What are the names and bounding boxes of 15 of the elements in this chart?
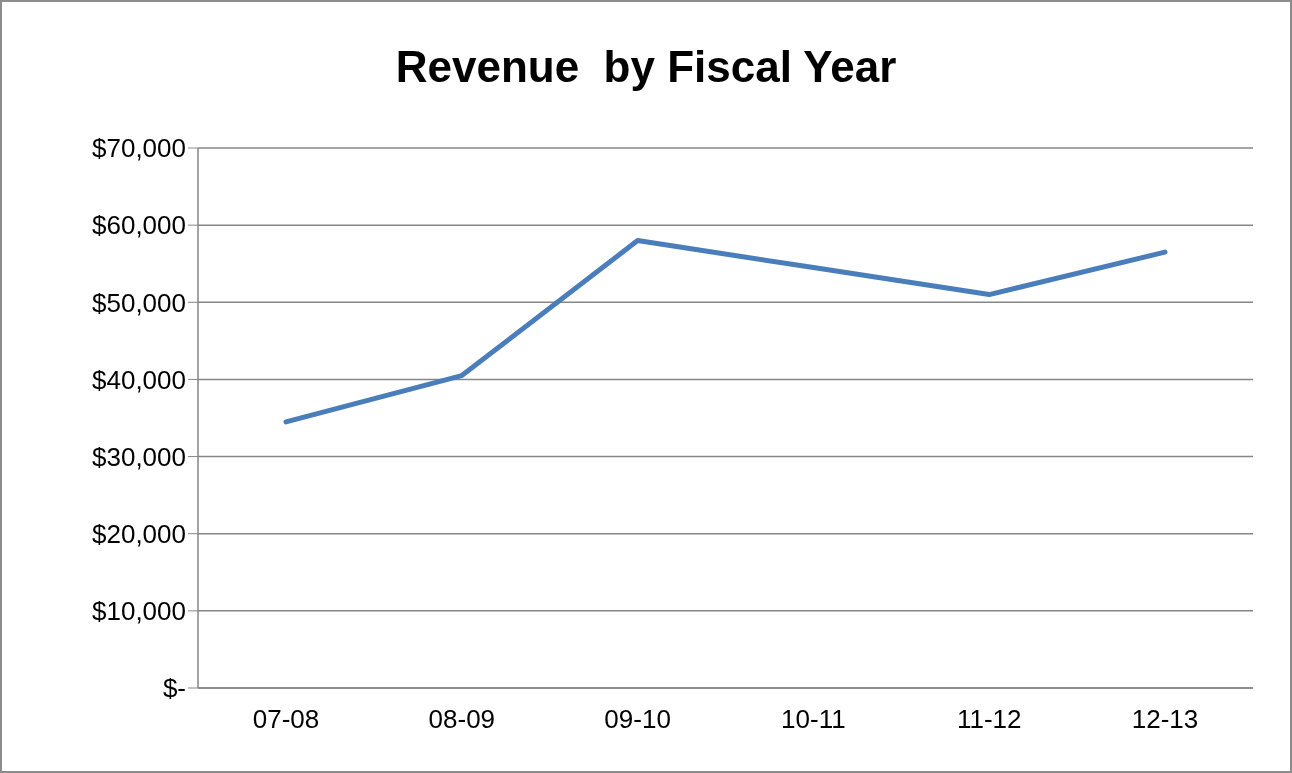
x-tick-label: 12-13 xyxy=(1131,704,1199,735)
x-tick-label: 11-12 xyxy=(956,704,1022,735)
x-tick-label: 10-11 xyxy=(781,704,846,735)
y-tick-label: $70,000 xyxy=(92,133,186,164)
chart-title: Revenue by Fiscal Year xyxy=(394,42,898,92)
y-tick-label: $- xyxy=(162,673,186,704)
x-tick-label: 07-08 xyxy=(252,704,320,735)
x-tick-label: 09-10 xyxy=(604,704,671,735)
y-tick-label: $30,000 xyxy=(92,441,186,472)
y-tick-label: $20,000 xyxy=(92,518,186,549)
x-tick-label: 08-09 xyxy=(428,704,496,735)
y-tick-label: $10,000 xyxy=(92,596,186,627)
y-tick-label: $50,000 xyxy=(92,287,186,318)
y-tick-label: $40,000 xyxy=(92,364,186,395)
y-tick-label: $60,000 xyxy=(92,210,186,241)
